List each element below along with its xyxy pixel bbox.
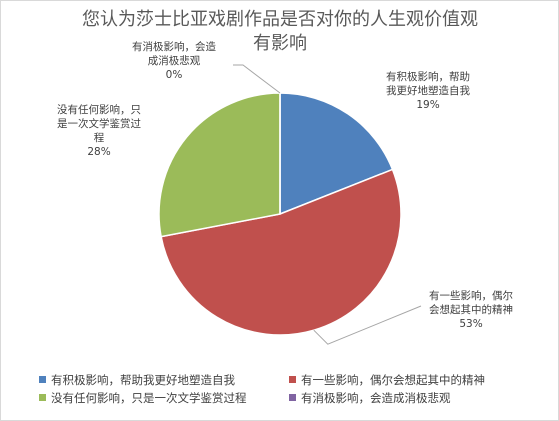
slice-1[interactable] bbox=[279, 92, 394, 216]
leader-line-4 bbox=[233, 64, 281, 94]
leader-line-2 bbox=[313, 305, 422, 345]
chart-legend: 有积极影响，帮助我更好地塑造自我 有一些影响，偶尔会想起其中的精神没有任何影响，只… bbox=[39, 373, 485, 405]
legend-item-1[interactable]: 有积极影响，帮助我更好地塑造自我 bbox=[39, 373, 235, 387]
data-label-3: 没有任何影响，只是一次文学鉴赏过程 28% bbox=[57, 103, 141, 158]
chart-title-line-1: 您认为莎士比亚戏剧作品是否对你的人生观价值观 bbox=[82, 9, 478, 30]
data-label-3-line-1: 没有任何影响，只 bbox=[57, 103, 141, 116]
legend-swatch-2 bbox=[289, 376, 296, 383]
legend-item-3[interactable]: 没有任何影响，只是一次文学鉴赏过程 bbox=[39, 391, 247, 405]
chart-title: 您认为莎士比亚戏剧作品是否对你的人生观价值观 有影响 bbox=[82, 9, 478, 54]
data-label-4-line-1: 有消极影响，会造 bbox=[132, 40, 216, 53]
data-label-3-value: 28% bbox=[87, 146, 110, 158]
data-label-4-line-2: 成消极悲观 bbox=[148, 54, 201, 67]
legend-label-2: 有一些影响，偶尔会想起其中的精神 bbox=[301, 373, 485, 387]
data-label-2-value: 53% bbox=[459, 318, 482, 330]
slice-3[interactable] bbox=[158, 92, 281, 238]
slice-2[interactable] bbox=[160, 168, 402, 336]
data-label-1-line-1: 有积极影响，帮助 bbox=[386, 70, 470, 83]
legend-label-4: 有消极影响，会造成消极悲观 bbox=[301, 391, 451, 405]
data-label-2: 有一些影响，偶尔会想起其中的精神 53% bbox=[429, 289, 513, 330]
legend-swatch-3 bbox=[39, 394, 46, 401]
data-label-1-line-2: 我更好地塑造自我 bbox=[386, 84, 470, 97]
data-label-4-value: 0% bbox=[166, 69, 183, 81]
data-label-3-line-2: 是一次文学鉴赏过 bbox=[57, 117, 141, 130]
data-label-1-value: 19% bbox=[416, 99, 439, 111]
legend-swatch-4 bbox=[289, 394, 296, 401]
data-label-4: 有消极影响，会造成消极悲观 0% bbox=[132, 40, 216, 81]
data-label-3-line-3: 程 bbox=[94, 132, 105, 144]
leader-lines bbox=[233, 64, 422, 345]
data-label-2-line-2: 会想起其中的精神 bbox=[429, 303, 513, 316]
data-labels: 有积极影响，帮助我更好地塑造自我 19% 有一些影响，偶尔会想起其中的精神 53% 没有… bbox=[57, 40, 513, 330]
pie-slices bbox=[158, 92, 402, 336]
legend-item-2[interactable]: 有一些影响，偶尔会想起其中的精神 bbox=[289, 373, 485, 387]
legend-label-3: 没有任何影响，只是一次文学鉴赏过程 bbox=[51, 391, 247, 405]
legend-item-4[interactable]: 有消极影响，会造成消极悲观 bbox=[289, 391, 451, 405]
legend-label-1: 有积极影响，帮助我更好地塑造自我 bbox=[51, 373, 235, 387]
chart-title-line-2: 有影响 bbox=[253, 33, 307, 54]
data-label-1: 有积极影响，帮助我更好地塑造自我 19% bbox=[386, 70, 470, 111]
legend-swatch-1 bbox=[39, 376, 46, 383]
data-label-2-line-1: 有一些影响，偶尔 bbox=[429, 289, 513, 302]
